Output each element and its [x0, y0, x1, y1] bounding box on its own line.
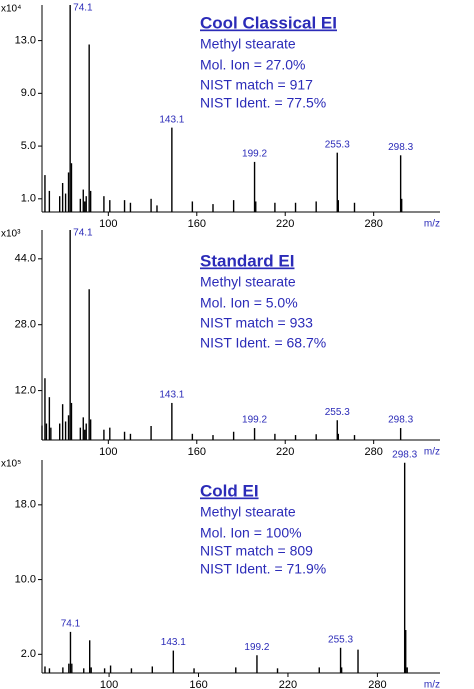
info-line: NIST Ident. = 68.7% [200, 335, 326, 351]
x-axis-label: m/z [424, 680, 440, 689]
y-scale-label: x10⁴ [1, 4, 21, 15]
y-tick-label: 9.0 [21, 87, 36, 99]
y-tick-label: 18.0 [15, 499, 36, 511]
x-axis-label: m/z [424, 447, 440, 458]
x-tick-label: 100 [100, 679, 118, 689]
x-tick-label: 160 [188, 446, 206, 458]
peak-label: 143.1 [159, 390, 184, 401]
x-tick-label: 160 [188, 218, 206, 230]
info-line: Mol. Ion = 5.0% [200, 295, 298, 311]
y-tick-label: 13.0 [15, 35, 36, 47]
peak-label: 255.3 [328, 634, 353, 645]
y-tick-label: 28.0 [15, 319, 36, 331]
peak-label: 255.3 [325, 139, 350, 150]
peak-label: 199.2 [242, 149, 267, 160]
x-axis-label: m/z [424, 219, 440, 230]
x-tick-label: 280 [368, 679, 386, 689]
info-line: Mol. Ion = 100% [200, 525, 302, 541]
panel-title: Cold EI [200, 481, 259, 500]
peak-label: 255.3 [325, 407, 350, 418]
info-line: Methyl stearate [200, 36, 296, 52]
info-line: NIST Ident. = 71.9% [200, 561, 326, 577]
y-tick-label: 10.0 [15, 573, 36, 585]
peak-label: 298.3 [392, 449, 417, 460]
peak-label: 199.2 [242, 415, 267, 426]
peak-label: 143.1 [161, 637, 186, 648]
x-tick-label: 220 [276, 218, 294, 230]
x-tick-label: 160 [189, 679, 207, 689]
info-line: NIST match = 809 [200, 543, 313, 559]
x-tick-label: 220 [276, 446, 294, 458]
panel-title: Standard EI [200, 251, 294, 270]
peak-label: 143.1 [159, 114, 184, 125]
peak-label: 298.3 [388, 415, 413, 426]
info-line: Methyl stearate [200, 274, 296, 290]
y-scale-label: x10³ [1, 229, 21, 240]
panel-title: Cool Classical EI [200, 13, 337, 32]
x-tick-label: 280 [364, 218, 382, 230]
peak-label: 74.1 [73, 3, 93, 14]
peak-label: 74.1 [61, 619, 81, 630]
peak-label: 74.1 [73, 228, 93, 239]
peak-label: 199.2 [244, 642, 269, 653]
x-tick-label: 100 [99, 446, 117, 458]
x-tick-label: 220 [279, 679, 297, 689]
y-tick-label: 12.0 [15, 384, 36, 396]
y-tick-label: 44.0 [15, 253, 36, 265]
info-line: Mol. Ion = 27.0% [200, 57, 305, 73]
y-scale-label: x10⁵ [1, 459, 21, 470]
info-line: NIST match = 933 [200, 315, 313, 331]
info-line: NIST Ident. = 77.5% [200, 95, 326, 111]
y-tick-label: 1.0 [21, 193, 36, 205]
x-tick-label: 280 [364, 446, 382, 458]
info-line: NIST match = 917 [200, 77, 313, 93]
y-tick-label: 5.0 [21, 140, 36, 152]
y-tick-label: 2.0 [21, 648, 36, 660]
x-tick-label: 100 [99, 218, 117, 230]
info-line: Methyl stearate [200, 504, 296, 520]
peak-label: 298.3 [388, 142, 413, 153]
